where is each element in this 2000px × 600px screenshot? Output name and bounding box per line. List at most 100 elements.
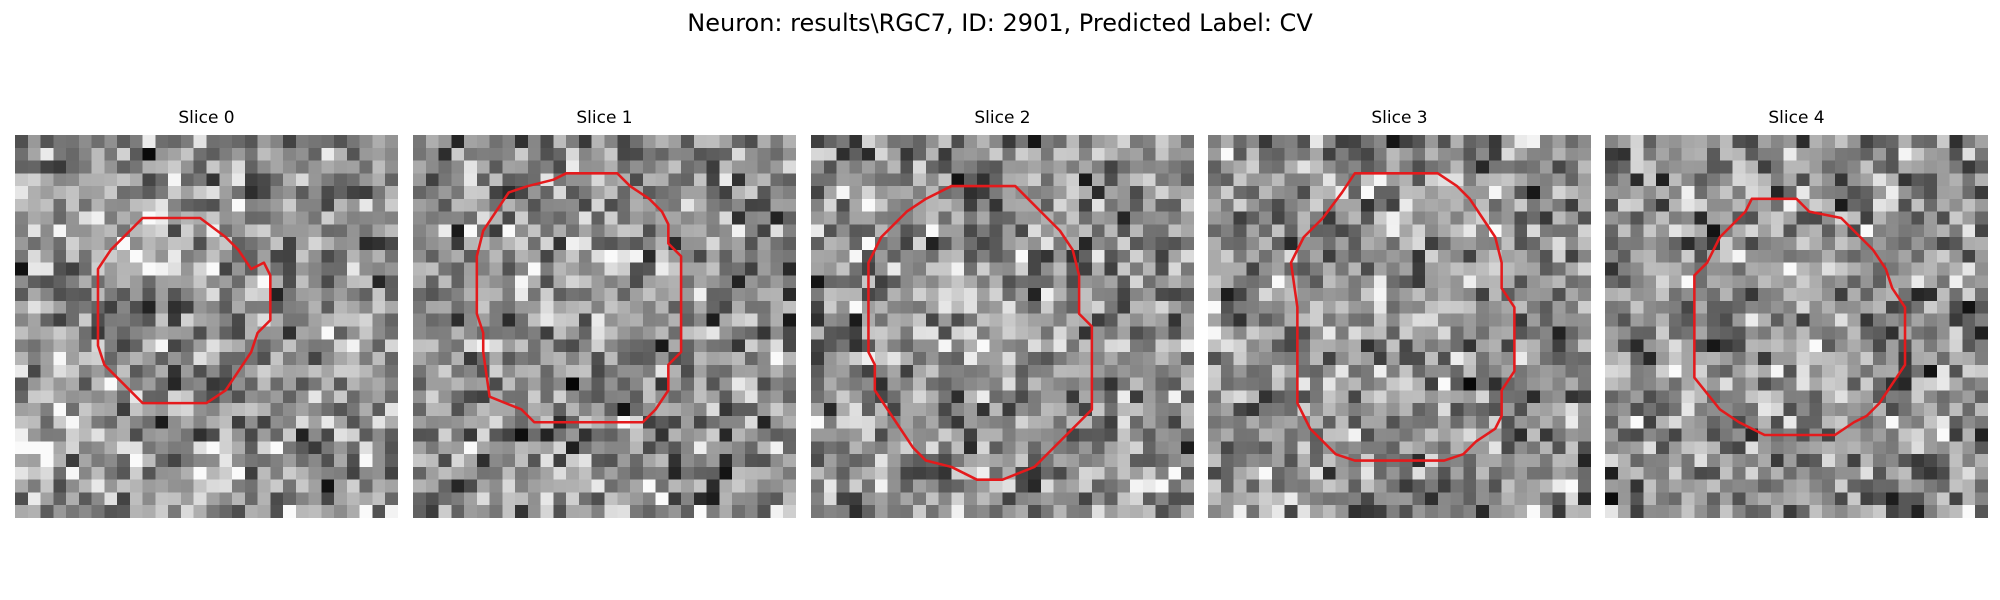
pixel	[989, 326, 1003, 340]
pixel	[1373, 262, 1387, 276]
pixel	[15, 186, 29, 200]
pixel	[321, 300, 335, 314]
pixel	[591, 249, 605, 263]
pixel	[27, 364, 41, 378]
pixel	[359, 262, 373, 276]
pixel	[66, 173, 80, 187]
pixel	[413, 390, 427, 404]
pixel	[1962, 160, 1976, 174]
pixel	[1924, 211, 1938, 225]
pixel	[346, 135, 360, 149]
pixel	[1605, 364, 1619, 378]
pixel	[1040, 479, 1054, 493]
pixel	[1975, 479, 1988, 493]
pixel	[104, 428, 118, 442]
pixel	[1476, 160, 1490, 174]
pixel	[1681, 390, 1695, 404]
pixel	[346, 262, 360, 276]
pixel	[1117, 160, 1131, 174]
pixel	[604, 403, 618, 417]
pixel	[1079, 288, 1093, 302]
pixel	[823, 390, 837, 404]
pixel	[811, 364, 825, 378]
pixel	[1668, 415, 1682, 429]
pixel	[372, 339, 386, 353]
pixel	[1681, 403, 1695, 417]
pixel	[1488, 505, 1502, 518]
pixel	[925, 377, 939, 391]
pixel	[693, 377, 707, 391]
pixel	[1066, 186, 1080, 200]
pixel	[155, 492, 169, 506]
pixel	[308, 364, 322, 378]
pixel	[1386, 300, 1400, 314]
pixel	[617, 492, 631, 506]
pixel	[1809, 147, 1823, 161]
pixel	[1259, 211, 1273, 225]
pixel	[1809, 135, 1823, 149]
pixel	[976, 249, 990, 263]
pixel	[476, 288, 490, 302]
pixel	[1412, 198, 1426, 212]
pixel	[1297, 313, 1311, 327]
pixel	[1578, 466, 1591, 480]
pixel	[1630, 288, 1644, 302]
pixel	[1936, 377, 1950, 391]
pixel	[938, 275, 952, 289]
pixel	[91, 390, 105, 404]
pixel	[321, 428, 335, 442]
pixel	[887, 479, 901, 493]
pixel	[219, 454, 233, 468]
pixel	[1181, 262, 1194, 276]
pixel	[1745, 173, 1759, 187]
pixel	[1911, 505, 1925, 518]
pixel	[270, 454, 284, 468]
pixel	[1719, 275, 1733, 289]
pixel	[811, 479, 825, 493]
pixel	[1681, 326, 1695, 340]
pixel	[887, 441, 901, 455]
pixel	[1707, 147, 1721, 161]
pixel	[1719, 147, 1733, 161]
pixel	[438, 326, 452, 340]
pixel	[129, 198, 143, 212]
pixel	[168, 160, 182, 174]
pixel	[1246, 454, 1260, 468]
pixel	[836, 352, 850, 366]
pixel	[1079, 198, 1093, 212]
pixel	[951, 403, 965, 417]
pixel	[1322, 377, 1336, 391]
pixel	[1578, 403, 1591, 417]
pixel	[244, 415, 258, 429]
pixel	[78, 135, 92, 149]
pixel	[346, 288, 360, 302]
pixel	[823, 339, 837, 353]
pixel	[232, 275, 246, 289]
pixel	[681, 479, 695, 493]
pixel	[1425, 505, 1439, 518]
pixel	[706, 249, 720, 263]
pixel	[244, 135, 258, 149]
pixel	[91, 454, 105, 468]
pixel	[1002, 173, 1016, 187]
pixel	[1911, 186, 1925, 200]
pixel	[78, 237, 92, 251]
pixel	[783, 288, 796, 302]
pixel	[1066, 492, 1080, 506]
pixel	[1322, 186, 1336, 200]
pixel	[1091, 428, 1105, 442]
pixel	[66, 237, 80, 251]
pixel	[1681, 186, 1695, 200]
pixel	[1949, 313, 1963, 327]
pixel	[1565, 377, 1579, 391]
pixel	[1911, 466, 1925, 480]
pixel	[155, 466, 169, 480]
pixel	[1104, 300, 1118, 314]
pixel	[489, 173, 503, 187]
pixel	[1284, 198, 1298, 212]
pixel	[1936, 173, 1950, 187]
pixel	[1822, 390, 1836, 404]
pixel	[425, 173, 439, 187]
pixel	[1539, 352, 1553, 366]
pixel	[1181, 466, 1194, 480]
